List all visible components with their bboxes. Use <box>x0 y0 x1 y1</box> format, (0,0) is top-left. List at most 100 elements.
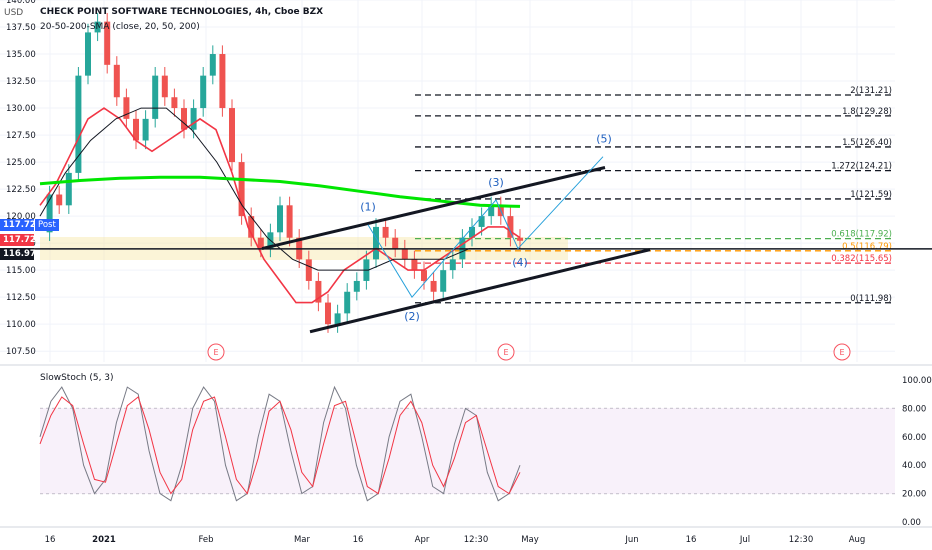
candle-body <box>421 270 427 281</box>
chart-title: CHECK POINT SOFTWARE TECHNOLOGIES, 4h, C… <box>40 7 324 17</box>
x-tick-label: 16 <box>353 535 364 545</box>
x-tick-label: Feb <box>198 535 213 545</box>
candle-body <box>171 97 178 109</box>
y-tick-label: 137.50 <box>6 23 36 33</box>
candles <box>46 12 523 333</box>
candle-body <box>209 54 216 76</box>
x-tick-label: May <box>521 535 539 545</box>
candle-body <box>248 216 255 238</box>
earnings-marker <box>833 343 851 361</box>
last-price-tag: 117.72 <box>0 219 36 231</box>
earnings-marker <box>497 343 515 361</box>
fib-label: 0.382(115.65) <box>831 254 892 264</box>
candle-body <box>507 216 514 238</box>
candle-body <box>113 64 120 98</box>
earnings-marker-label: E <box>503 348 508 357</box>
y-tick-label: 107.50 <box>6 347 36 357</box>
candle-body <box>85 32 91 76</box>
x-tick-label: 12:30 <box>789 535 814 545</box>
candle-body <box>229 108 235 163</box>
y-tick-label: 130.00 <box>6 104 36 114</box>
post-badge: Post <box>35 219 59 231</box>
fib-label: 1.272(124.21) <box>831 162 892 172</box>
close-price-tag: 117.72 <box>0 234 36 246</box>
channel-upper <box>261 166 606 250</box>
candle-body <box>373 226 379 260</box>
drawings[interactable]: (1) (2) (3) (4) (5) E E E <box>0 133 932 361</box>
currency-label: USD <box>4 8 24 18</box>
y-tick-label: 135.00 <box>6 50 36 60</box>
y-tick-label: 127.50 <box>6 131 36 141</box>
stoch-legend[interactable]: SlowStoch (5, 3) <box>40 373 114 383</box>
earnings-marker-label: E <box>839 348 844 357</box>
stoch-tick-label: 40.00 <box>902 461 926 471</box>
x-tick-label: Apr <box>415 535 430 545</box>
candle-body <box>392 237 399 249</box>
y-tick-label: 110.00 <box>6 320 36 330</box>
candle-body <box>181 108 187 130</box>
hline-price-tag: 116.97 <box>0 248 36 260</box>
stoch-tick-label: 80.00 <box>902 404 926 414</box>
candle-body <box>353 280 360 292</box>
candle-body <box>238 162 245 217</box>
candle-body <box>430 280 437 292</box>
candle-body <box>488 205 495 217</box>
wave-label: (2) <box>404 310 420 323</box>
candle-body <box>517 237 523 241</box>
wave-path <box>367 156 604 299</box>
candle-body <box>152 75 159 119</box>
wave-label: (4) <box>512 256 528 269</box>
candle-body <box>56 194 63 206</box>
indicator-legend[interactable]: 20-50-200-SMA (close, 20, 50, 200) <box>40 22 200 32</box>
x-tick-label: 2021 <box>92 535 116 545</box>
wave-label: (1) <box>360 201 376 214</box>
stoch-lines <box>39 385 521 502</box>
fib-label: 1.5(126.40) <box>842 138 892 148</box>
candle-body <box>161 75 168 98</box>
candle-body <box>286 205 293 238</box>
y-tick-label: 112.50 <box>6 293 36 303</box>
stoch-tick-label: 20.00 <box>902 490 926 500</box>
candle-body <box>305 259 312 281</box>
candle-body <box>440 270 447 292</box>
y-tick-label: 140.00 <box>6 0 36 6</box>
fib-label: 1.8(129.28) <box>842 107 892 117</box>
earnings-marker-label: E <box>213 348 218 357</box>
x-tick-label: Jul <box>739 535 750 545</box>
y-tick-label: 115.00 <box>6 266 36 276</box>
candle-body <box>65 172 72 206</box>
x-tick-label: Jun <box>624 535 638 545</box>
candle-body <box>382 226 389 238</box>
fib-label: 0.5(116.79) <box>842 242 892 252</box>
sma-200-line <box>39 175 521 208</box>
x-tick-label: 12:30 <box>464 535 489 545</box>
y-tick-label: 120.00 <box>6 212 36 222</box>
candle-body <box>469 226 475 238</box>
candle-body <box>219 54 226 109</box>
fib-label: 0.618(117.92) <box>831 230 892 240</box>
candle-body <box>75 75 82 173</box>
candle-body <box>277 205 283 233</box>
x-tick-label: 16 <box>686 535 697 545</box>
candle-body <box>190 108 197 130</box>
x-tick-label: 16 <box>45 535 56 545</box>
fib-label: 0(111.98) <box>850 294 892 304</box>
candle-body <box>449 259 456 271</box>
candle-body <box>315 280 322 303</box>
stoch-band <box>40 408 895 494</box>
candle-body <box>200 75 207 109</box>
fib-label: 2(131.21) <box>850 86 892 96</box>
x-tick-label: Aug <box>849 535 866 545</box>
stoch-tick-label: 0.00 <box>902 518 921 528</box>
candle-body <box>123 97 130 119</box>
stoch-tick-label: 100.00 <box>902 376 932 386</box>
candle-body <box>478 216 485 227</box>
candle-body <box>142 118 149 141</box>
wave-label: (5) <box>596 133 612 146</box>
fib-levels: 0(111.98) 0.382(115.65) 0.5(116.79) 0.618(1… <box>415 86 895 304</box>
wave-label: (3) <box>488 176 504 189</box>
stoch-d-line <box>39 396 521 495</box>
candle-body <box>257 237 264 249</box>
